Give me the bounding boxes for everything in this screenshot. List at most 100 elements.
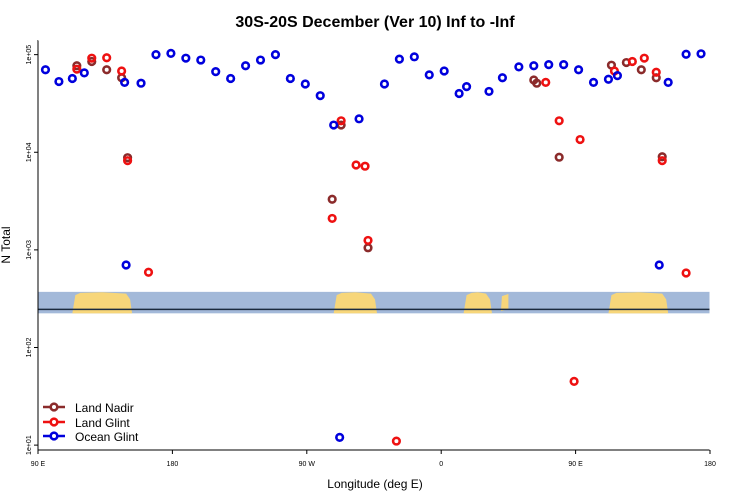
x-tick-label: 180 <box>167 461 179 468</box>
data-point <box>575 134 585 145</box>
data-point <box>354 114 364 124</box>
data-point <box>569 376 579 386</box>
series-land-nadir <box>72 56 667 253</box>
data-point <box>120 77 130 87</box>
data-point <box>351 160 361 170</box>
series-ocean-glint <box>40 48 706 442</box>
data-point <box>87 53 97 63</box>
data-point <box>573 65 584 75</box>
chart-title: 30S-20S December (Ver 10) Inf to -Inf <box>235 14 515 31</box>
y-tick-label: 1e+05 <box>26 45 33 65</box>
data-point <box>335 432 345 442</box>
x-axis-label: Longitude (deg E) <box>327 477 422 491</box>
data-point <box>270 50 281 60</box>
data-point <box>657 152 667 162</box>
data-point <box>379 79 390 89</box>
legend: Land Nadir Land Glint Ocean Glint <box>43 401 139 444</box>
map-land-australia <box>72 292 133 314</box>
legend-swatch-marker <box>49 402 59 412</box>
y-ticks: 1e+01 1e+02 1e+03 1e+04 1e+05 <box>26 45 38 455</box>
legend-swatch-marker <box>49 431 59 441</box>
data-point <box>151 50 161 60</box>
data-point <box>554 116 564 126</box>
data-point <box>603 74 614 84</box>
data-point <box>240 61 251 71</box>
x-ticks: 90 E 180 90 W 0 90 E 180 <box>31 450 716 468</box>
data-point <box>696 49 706 59</box>
data-point <box>639 53 649 63</box>
data-point <box>657 156 667 166</box>
data-point <box>285 73 295 84</box>
data-point <box>514 62 524 72</box>
legend-label: Land Glint <box>75 416 130 430</box>
data-point <box>67 73 77 84</box>
data-point <box>424 70 434 80</box>
data-point <box>54 76 64 87</box>
data-point <box>226 73 236 84</box>
x-tick-label: 180 <box>704 461 716 468</box>
map-land-south-america <box>333 292 377 314</box>
data-point <box>136 78 146 88</box>
legend-item-land-glint: Land Glint <box>43 416 130 430</box>
data-point <box>360 161 370 171</box>
data-point <box>612 70 623 81</box>
data-point <box>300 79 310 89</box>
data-point <box>529 75 539 85</box>
data-point <box>461 82 472 92</box>
x-tick-label: 0 <box>439 461 443 468</box>
data-point <box>72 61 82 71</box>
data-point <box>40 65 51 75</box>
data-point <box>121 260 131 270</box>
data-point <box>181 53 191 63</box>
data-point <box>484 86 494 97</box>
data-point <box>166 48 176 58</box>
data-point <box>541 77 551 87</box>
x-tick-label: 90 W <box>299 461 316 468</box>
data-point <box>72 64 82 74</box>
data-point <box>363 243 373 253</box>
data-point <box>363 235 373 246</box>
data-point <box>211 67 221 77</box>
legend-label: Land Nadir <box>75 401 134 415</box>
data-point <box>122 156 133 166</box>
data-point <box>391 436 402 446</box>
legend-swatch-marker <box>49 417 59 427</box>
data-point <box>529 61 539 71</box>
x-tick-label: 90 E <box>568 461 583 468</box>
map-strip <box>38 291 710 314</box>
data-point <box>663 77 673 87</box>
legend-item-ocean-glint: Ocean Glint <box>43 430 139 444</box>
data-point <box>394 54 404 64</box>
data-point <box>327 194 337 204</box>
data-point <box>654 260 664 270</box>
y-tick-label: 1e+02 <box>26 338 33 358</box>
data-point <box>559 60 569 70</box>
y-tick-label: 1e+04 <box>26 142 33 162</box>
data-point <box>315 91 325 101</box>
data-point <box>79 68 89 78</box>
data-point <box>681 49 691 59</box>
map-land-madagascar <box>500 294 509 312</box>
y-tick-label: 1e+01 <box>26 435 33 455</box>
data-point <box>117 66 127 76</box>
data-point <box>636 65 646 75</box>
data-point <box>87 56 97 67</box>
data-point <box>651 67 661 77</box>
series-land-glint <box>72 53 691 446</box>
y-axis-label: N Total <box>0 226 13 263</box>
legend-item-land-nadir: Land Nadir <box>43 401 134 415</box>
data-point <box>196 55 206 65</box>
data-point <box>329 120 339 130</box>
data-point <box>255 55 266 65</box>
plot-frame <box>37 39 711 451</box>
data-point <box>102 65 112 75</box>
data-point <box>102 53 112 63</box>
data-point <box>439 66 449 76</box>
data-point <box>454 88 464 99</box>
map-land-australia-repeat <box>608 292 669 314</box>
data-point <box>336 116 346 126</box>
data-point <box>544 60 554 70</box>
data-point <box>681 268 691 278</box>
data-point <box>588 77 599 87</box>
